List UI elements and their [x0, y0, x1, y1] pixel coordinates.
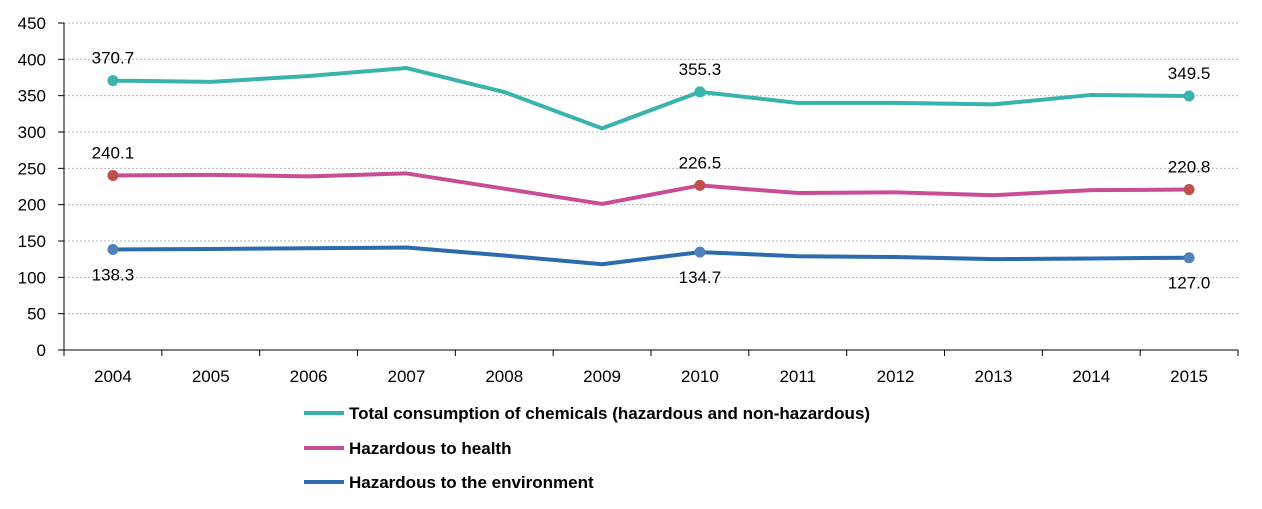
- x-tick-label-2006: 2006: [290, 367, 328, 386]
- data-label-series-0-11: 349.5: [1168, 64, 1211, 83]
- series-1-marker-11: [1183, 184, 1195, 196]
- data-label-series-2-11: 127.0: [1168, 274, 1211, 293]
- x-tick-label-2008: 2008: [485, 367, 523, 386]
- legend-label-2: Hazardous to the environment: [349, 473, 594, 492]
- data-label-series-1-11: 220.8: [1168, 158, 1211, 177]
- data-label-series-1-0: 240.1: [92, 144, 135, 163]
- series-line-1: [110, 171, 1192, 206]
- y-tick-label-300: 300: [18, 123, 46, 142]
- legend: Total consumption of chemicals (hazardou…: [304, 404, 870, 492]
- data-label-series-0-6: 355.3: [679, 60, 722, 79]
- x-tick-label-2013: 2013: [975, 367, 1013, 386]
- y-tick-label-150: 150: [18, 232, 46, 251]
- x-tick-label-2007: 2007: [388, 367, 426, 386]
- data-labels: 370.7 355.3 349.5 240.1 226.5 220.8 138.3 134.7…: [92, 49, 1211, 293]
- y-tick-label-250: 250: [18, 159, 46, 178]
- data-label-series-2-6: 134.7: [679, 268, 722, 287]
- series-0-marker-0: [107, 75, 119, 87]
- series-2-marker-0: [107, 244, 119, 256]
- y-tick-label-0: 0: [37, 341, 46, 360]
- series-2-marker-6: [694, 246, 706, 258]
- data-label-series-0-0: 370.7: [92, 49, 135, 68]
- x-tick-label-2009: 2009: [583, 367, 621, 386]
- x-tick-label-2005: 2005: [192, 367, 230, 386]
- series-1-marker-6: [694, 179, 706, 191]
- series-line-2: [110, 245, 1192, 267]
- x-tick-label-2015: 2015: [1170, 367, 1208, 386]
- data-label-series-2-0: 138.3: [92, 266, 135, 285]
- series-1-marker-0: [107, 170, 119, 182]
- data-label-series-1-6: 226.5: [679, 153, 722, 172]
- series-0-marker-11: [1183, 90, 1195, 102]
- legend-label-0: Total consumption of chemicals (hazardou…: [349, 404, 870, 423]
- x-tick-label-2004: 2004: [94, 367, 132, 386]
- x-tick-label-2010: 2010: [681, 367, 719, 386]
- y-tick-label-450: 450: [18, 14, 46, 33]
- x-tick-label-2011: 2011: [779, 367, 816, 386]
- series-0-marker-6: [694, 86, 706, 98]
- y-tick-label-400: 400: [18, 50, 46, 69]
- x-tick-label-2012: 2012: [877, 367, 915, 386]
- series-line-0: [110, 66, 1192, 131]
- y-tick-label-350: 350: [18, 87, 46, 106]
- y-tick-label-50: 50: [27, 305, 46, 324]
- legend-label-1: Hazardous to health: [349, 439, 511, 458]
- y-tick-label-200: 200: [18, 196, 46, 215]
- y-tick-label-100: 100: [18, 268, 46, 287]
- series-lines: [107, 66, 1195, 267]
- axes: 0 50 100 150 200 250 300 350 400 450 2004 2005 2006 2…: [18, 14, 1239, 386]
- series-2-marker-11: [1183, 252, 1195, 264]
- gridlines: [64, 22, 1238, 315]
- x-tick-label-2014: 2014: [1072, 367, 1110, 386]
